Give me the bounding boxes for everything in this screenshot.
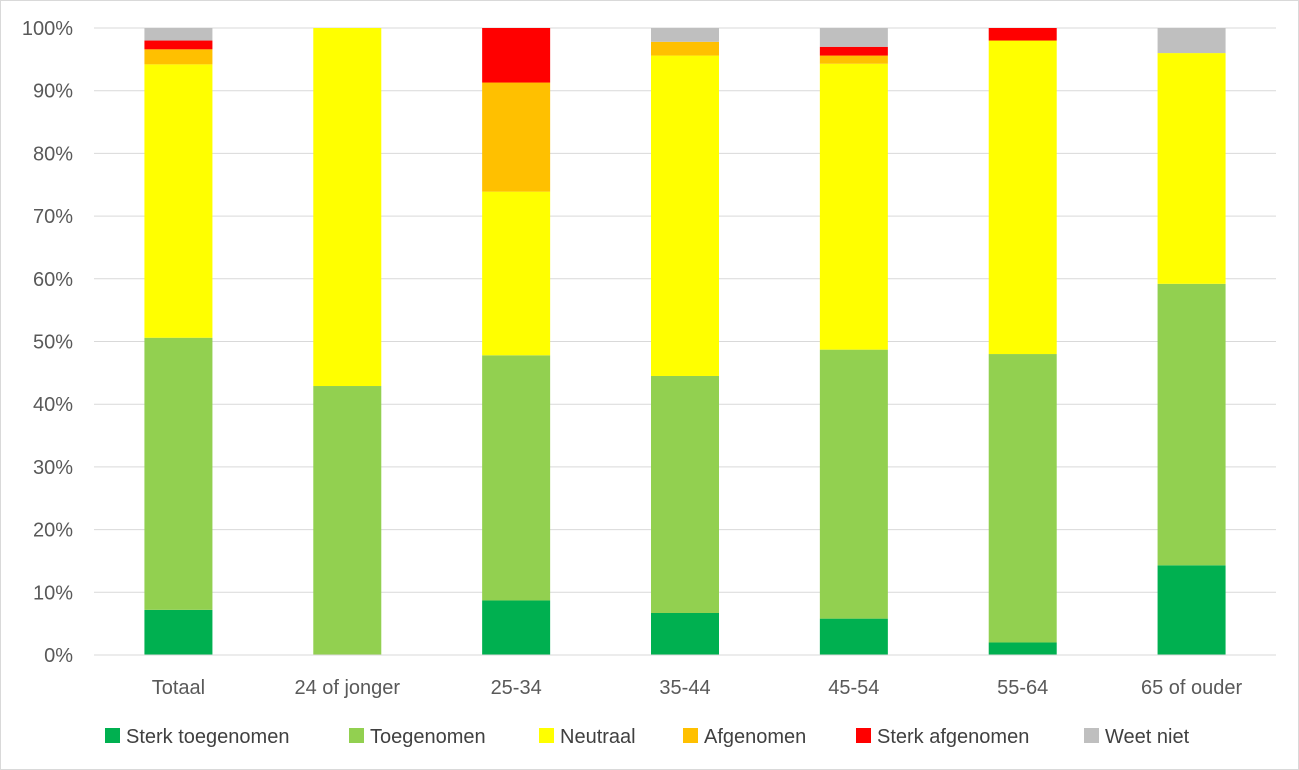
- bar-segment: [482, 600, 551, 655]
- axes: 0% 10% 20% 30% 40% 50% 60% 70% 80% 90% 100% Totaal 2…: [22, 18, 1276, 699]
- bar-segment: [144, 337, 213, 610]
- bar-segment: [144, 64, 213, 338]
- bar-segment: [144, 609, 213, 655]
- y-tick-label: 60%: [33, 269, 73, 291]
- y-tick-label: 100%: [22, 18, 73, 40]
- legend-item: Sterk toegenomen: [105, 726, 289, 748]
- legend-label: Afgenomen: [704, 726, 806, 748]
- x-tick-label: 24 of jonger: [294, 677, 400, 699]
- bar-segment: [313, 386, 382, 655]
- legend-item: Afgenomen: [683, 726, 806, 748]
- y-tick-label: 90%: [33, 81, 73, 103]
- legend-swatch: [539, 728, 554, 743]
- legend-label: Weet niet: [1105, 726, 1190, 748]
- x-tick-label: 35-44: [659, 677, 710, 699]
- legend-swatch: [349, 728, 364, 743]
- bar-segment: [819, 63, 888, 350]
- bar-stack-65-of-ouder: [1157, 28, 1226, 655]
- bar-segment: [819, 28, 888, 47]
- bar-segment: [1157, 283, 1226, 566]
- legend-label: Neutraal: [560, 726, 636, 748]
- x-tick-label: Totaal: [152, 677, 205, 699]
- bar-segment: [482, 355, 551, 601]
- legend-item: Neutraal: [539, 726, 636, 748]
- y-tick-label: 30%: [33, 457, 73, 479]
- bar-stack-24-of-jonger: [313, 28, 382, 655]
- bar-segment: [819, 618, 888, 655]
- y-tick-label: 80%: [33, 143, 73, 165]
- bar-stack-45-54: [819, 28, 888, 655]
- bar-segment: [313, 28, 382, 387]
- bar-stacks: [144, 28, 1226, 655]
- y-tick-label: 70%: [33, 206, 73, 228]
- bar-stack-55-64: [988, 28, 1057, 655]
- legend-item: Toegenomen: [349, 726, 486, 748]
- bar-segment: [144, 28, 213, 41]
- bar-segment: [651, 375, 719, 613]
- bar-segment: [988, 642, 1057, 655]
- bar-segment: [988, 40, 1057, 355]
- y-tick-label: 10%: [33, 582, 73, 604]
- bar-stack-25-34: [482, 28, 551, 655]
- bar-segment: [1157, 53, 1226, 284]
- legend-swatch: [856, 728, 871, 743]
- bar-segment: [482, 28, 551, 83]
- legend-label: Sterk afgenomen: [877, 726, 1029, 748]
- x-tick-label: 55-64: [997, 677, 1048, 699]
- x-tick-label: 65 of ouder: [1141, 677, 1243, 699]
- bar-stack-35-44: [651, 28, 719, 655]
- bar-segment: [651, 612, 719, 655]
- legend: Sterk toegenomen Toegenomen Neutraal Afgeno…: [105, 726, 1190, 748]
- bar-segment: [988, 354, 1057, 643]
- bar-stack-totaal: [144, 28, 213, 655]
- legend-item: Sterk afgenomen: [856, 726, 1029, 748]
- bar-segment: [819, 55, 888, 64]
- bar-segment: [819, 349, 888, 619]
- legend-swatch: [1084, 728, 1099, 743]
- y-tick-label: 50%: [33, 332, 73, 354]
- bar-segment: [651, 28, 719, 42]
- bar-segment: [1157, 28, 1226, 54]
- y-tick-label: 20%: [33, 520, 73, 542]
- legend-label: Sterk toegenomen: [126, 726, 289, 748]
- legend-swatch: [683, 728, 698, 743]
- y-tick-label: 0%: [44, 645, 73, 667]
- x-tick-label: 25-34: [491, 677, 542, 699]
- bar-segment: [144, 49, 213, 65]
- bar-segment: [988, 28, 1057, 41]
- bar-segment: [144, 40, 213, 50]
- bar-segment: [482, 191, 551, 356]
- y-tick-label: 40%: [33, 394, 73, 416]
- legend-label: Toegenomen: [370, 726, 486, 748]
- bar-segment: [819, 46, 888, 56]
- bar-segment: [651, 41, 719, 56]
- legend-swatch: [105, 728, 120, 743]
- bar-segment: [651, 55, 719, 376]
- x-tick-label: 45-54: [828, 677, 879, 699]
- bar-segment: [482, 82, 551, 192]
- legend-item: Weet niet: [1084, 726, 1190, 748]
- bar-segment: [1157, 565, 1226, 655]
